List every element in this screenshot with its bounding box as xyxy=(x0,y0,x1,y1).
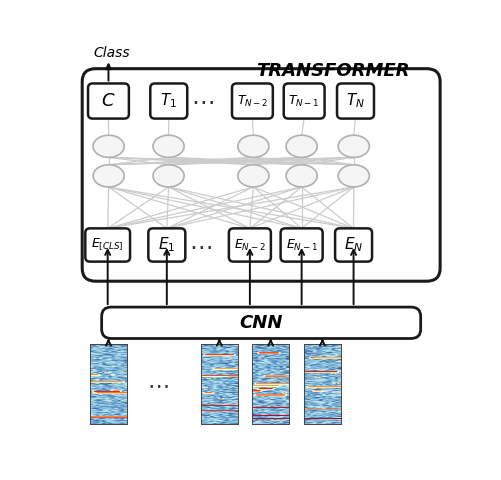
Ellipse shape xyxy=(237,165,269,187)
Text: $T_{N-2}$: $T_{N-2}$ xyxy=(236,94,268,108)
Ellipse shape xyxy=(286,165,317,187)
Text: Class: Class xyxy=(93,46,129,60)
Ellipse shape xyxy=(286,135,317,157)
FancyBboxPatch shape xyxy=(148,228,185,262)
Text: $\cdots$: $\cdots$ xyxy=(189,234,212,258)
Ellipse shape xyxy=(153,135,184,157)
Ellipse shape xyxy=(338,135,369,157)
FancyBboxPatch shape xyxy=(283,84,324,119)
Text: $E_{N-1}$: $E_{N-1}$ xyxy=(285,238,317,252)
FancyBboxPatch shape xyxy=(280,228,322,262)
Text: $T_N$: $T_N$ xyxy=(345,92,364,110)
FancyBboxPatch shape xyxy=(150,84,187,119)
FancyBboxPatch shape xyxy=(231,84,273,119)
Text: $C$: $C$ xyxy=(101,92,116,110)
Text: $E_{N-2}$: $E_{N-2}$ xyxy=(233,238,265,252)
FancyBboxPatch shape xyxy=(102,307,420,338)
Ellipse shape xyxy=(93,165,124,187)
Ellipse shape xyxy=(93,135,124,157)
FancyBboxPatch shape xyxy=(88,84,129,119)
Text: $\cdots$: $\cdots$ xyxy=(147,375,168,395)
FancyBboxPatch shape xyxy=(336,84,373,119)
Ellipse shape xyxy=(153,165,184,187)
Ellipse shape xyxy=(338,165,369,187)
Text: $E_{[CLS]}$: $E_{[CLS]}$ xyxy=(91,237,124,253)
Text: $\cdots$: $\cdots$ xyxy=(191,89,214,113)
Ellipse shape xyxy=(237,135,269,157)
Text: $T_1$: $T_1$ xyxy=(160,92,177,110)
Text: TRANSFORMER: TRANSFORMER xyxy=(256,61,409,80)
FancyBboxPatch shape xyxy=(335,228,371,262)
FancyBboxPatch shape xyxy=(82,69,439,281)
Text: $T_{N-1}$: $T_{N-1}$ xyxy=(288,94,319,108)
FancyBboxPatch shape xyxy=(85,228,130,262)
Text: $E_N$: $E_N$ xyxy=(343,236,363,254)
FancyBboxPatch shape xyxy=(228,228,271,262)
Text: CNN: CNN xyxy=(239,314,283,332)
Text: $E_1$: $E_1$ xyxy=(158,236,175,254)
